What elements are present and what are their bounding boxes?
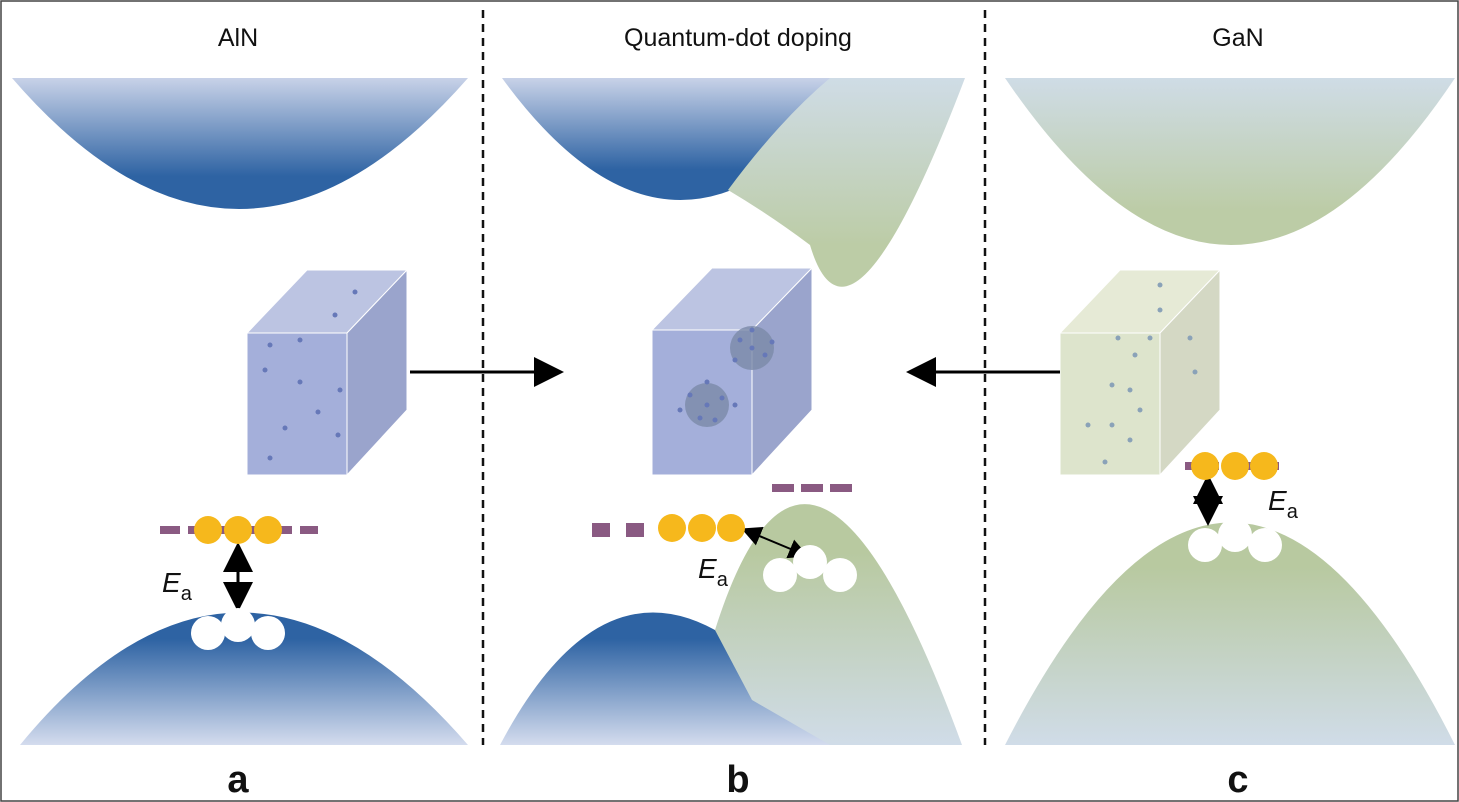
energy-label: Ea — [1268, 485, 1299, 523]
cubes — [245, 266, 1222, 477]
energy-subscript: a — [717, 569, 729, 591]
electrons — [194, 452, 1278, 544]
bands — [12, 78, 1455, 745]
panel-title: Quantum-dot doping — [624, 24, 852, 52]
panel-label: b — [726, 759, 749, 801]
holes — [191, 518, 1282, 650]
energy-symbol: E — [698, 553, 717, 584]
energy-label: Ea — [698, 553, 729, 591]
energy-symbol: E — [162, 567, 181, 598]
panel-label: c — [1227, 759, 1248, 801]
arrows — [223, 357, 1223, 612]
energy-label: Ea — [162, 567, 193, 605]
energy-subscript: a — [181, 583, 193, 605]
panel-label: a — [227, 759, 249, 801]
energy-symbol: E — [1268, 485, 1287, 516]
panel-title: GaN — [1212, 24, 1263, 52]
panel-title: AlN — [218, 24, 258, 52]
energy-subscript: a — [1287, 501, 1299, 523]
